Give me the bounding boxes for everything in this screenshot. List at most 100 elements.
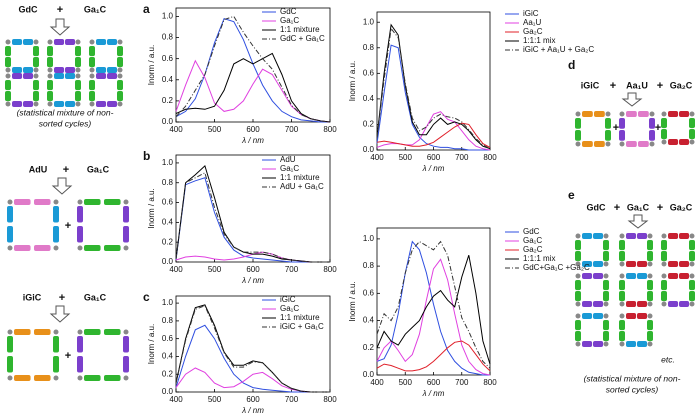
x-axis-label: λ / nm	[241, 276, 264, 285]
series-line	[175, 172, 330, 263]
corner	[689, 273, 695, 279]
y-tick-label: 0.6	[162, 198, 174, 207]
corner	[5, 39, 11, 45]
x-axis-label: λ / nm	[422, 164, 445, 173]
cycle	[7, 329, 59, 381]
monomer	[7, 206, 13, 223]
monomer	[603, 291, 609, 302]
cycle	[575, 313, 609, 347]
monomer	[582, 341, 593, 347]
monomer	[619, 280, 625, 291]
monomer	[123, 226, 129, 243]
legend-label: 1:1 mixture	[280, 25, 320, 34]
monomer	[593, 273, 604, 279]
monomer	[582, 301, 593, 307]
legend-label: GdC + Ga₁C	[280, 34, 325, 43]
y-tick-label: 1.0	[363, 234, 375, 243]
monomer	[603, 251, 609, 262]
x-tick-label: 400	[169, 125, 183, 134]
monomer	[582, 313, 593, 319]
monomer	[575, 240, 581, 251]
monomer	[582, 273, 593, 279]
y-tick-label: 0.8	[363, 43, 375, 52]
corner	[33, 39, 39, 45]
arrow	[49, 305, 71, 323]
monomer	[5, 80, 11, 91]
monomer	[104, 329, 121, 335]
arrow	[51, 177, 73, 195]
corner	[53, 375, 59, 381]
x-tick-label: 700	[285, 125, 299, 134]
monomer	[34, 245, 51, 251]
monomer	[626, 301, 637, 307]
reagent: Ga₁C	[84, 292, 107, 302]
monomer	[34, 375, 51, 381]
monomer	[619, 240, 625, 251]
caption: sorted cycles)	[39, 118, 92, 128]
corner	[619, 233, 625, 239]
reagent: GdC	[587, 202, 606, 212]
monomer	[14, 199, 31, 205]
corner	[603, 273, 609, 279]
legend-label: iGiC + Ga₁C	[280, 322, 324, 331]
x-tick-label: 600	[246, 395, 260, 404]
y-tick-label: 0.8	[162, 178, 174, 187]
corner	[53, 245, 59, 251]
monomer	[637, 341, 648, 347]
monomer	[605, 118, 611, 129]
monomer	[593, 313, 604, 319]
corner	[117, 73, 123, 79]
x-tick-label: 800	[483, 153, 497, 162]
legend-label: 1:1:1 mix	[523, 254, 555, 263]
monomer	[5, 91, 11, 102]
corner	[117, 39, 123, 45]
monomer	[593, 341, 604, 347]
monomer	[689, 240, 695, 251]
corner	[575, 261, 581, 267]
monomer	[77, 356, 83, 373]
monomer	[104, 245, 121, 251]
monomer	[123, 356, 129, 373]
x-tick-label: 400	[169, 395, 183, 404]
monomer	[117, 91, 123, 102]
monomer	[689, 129, 695, 140]
cycle	[661, 273, 695, 307]
panel-label: e	[568, 188, 575, 202]
monomer	[605, 130, 611, 141]
corner	[89, 39, 95, 45]
monomer	[593, 261, 604, 267]
x-tick-label: 500	[208, 265, 222, 274]
monomer	[77, 336, 83, 353]
y-tick-label: 0.6	[363, 68, 375, 77]
monomer	[23, 67, 34, 73]
cycle	[89, 39, 123, 73]
corner	[647, 341, 653, 347]
series-line	[376, 255, 491, 365]
series-line	[376, 240, 491, 369]
corner	[575, 273, 581, 279]
monomer	[33, 57, 39, 68]
corner	[649, 141, 655, 147]
cycle	[575, 111, 611, 147]
corner	[77, 245, 83, 251]
plus: +	[657, 202, 663, 214]
monomer	[668, 273, 679, 279]
series-line	[376, 240, 490, 376]
corner	[661, 273, 667, 279]
x-tick-label: 700	[285, 395, 299, 404]
corner	[75, 101, 81, 107]
monomer	[638, 111, 649, 117]
monomer	[679, 301, 690, 307]
x-tick-label: 500	[399, 153, 413, 162]
corner	[603, 261, 609, 267]
corner	[47, 73, 53, 79]
corner	[619, 111, 625, 117]
corner	[53, 199, 59, 205]
monomer	[575, 291, 581, 302]
monomer	[107, 73, 118, 79]
x-tick-label: 800	[483, 378, 497, 387]
monomer	[647, 331, 653, 342]
arrow	[627, 214, 649, 229]
monomer	[23, 73, 34, 79]
plus: +	[65, 220, 71, 232]
